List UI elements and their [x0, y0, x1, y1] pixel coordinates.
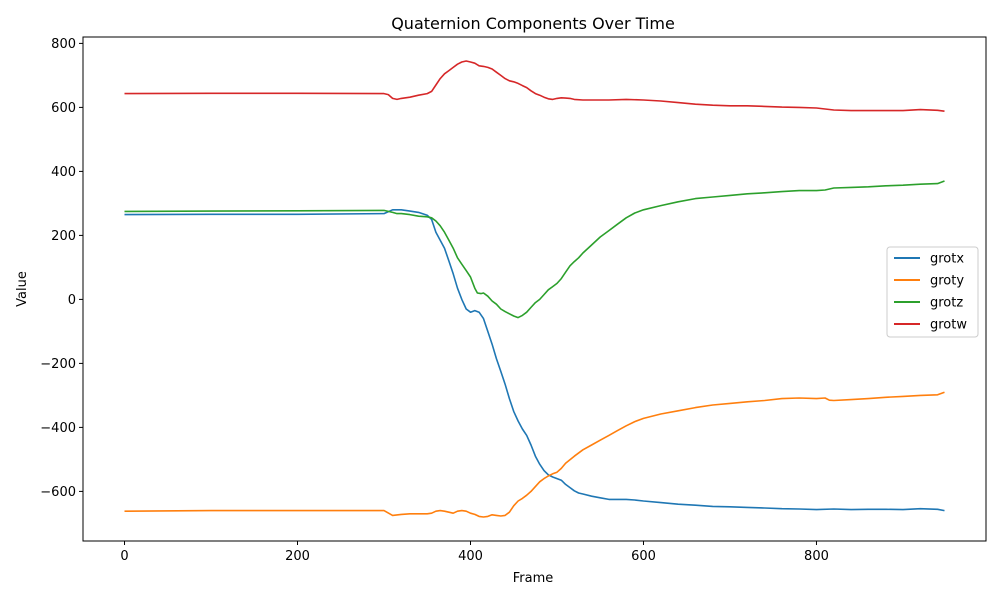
x-tick-label: 600: [631, 549, 656, 564]
legend-label-groty: groty: [930, 274, 964, 289]
y-tick-label: 400: [51, 165, 76, 180]
x-tick-label: 800: [804, 549, 829, 564]
x-tick-label: 200: [285, 549, 310, 564]
series-line-grotw: [124, 60, 945, 112]
x-axis-label: Frame: [513, 571, 554, 586]
plot-frame: [82, 36, 987, 542]
series-line-grotz: [124, 180, 945, 319]
plot-area: [124, 60, 945, 518]
y-tick-label: 600: [51, 101, 76, 116]
legend-label-grotx: grotx: [930, 252, 964, 267]
legend-label-grotw: grotw: [930, 318, 967, 333]
y-tick-label: −600: [40, 485, 76, 500]
y-axis-label: Value: [15, 271, 30, 307]
x-axis: 0 200 400 600 800: [120, 541, 829, 564]
legend-label-grotz: grotz: [930, 296, 963, 311]
y-tick-label: 200: [51, 229, 76, 244]
y-tick-label: −400: [40, 421, 76, 436]
series-line-groty: [124, 391, 945, 518]
x-tick-label: 0: [120, 549, 128, 564]
legend-box: [886, 246, 979, 338]
chart-title: Quaternion Components Over Time: [391, 14, 675, 33]
y-axis: −600 −400 −200 0 200 400 600 800: [40, 37, 83, 500]
legend: grotx groty grotz grotw: [886, 246, 979, 338]
y-tick-label: 800: [51, 37, 76, 52]
x-tick-label: 400: [458, 549, 483, 564]
series-line-grotx: [124, 209, 945, 512]
y-tick-label: 0: [68, 293, 76, 308]
y-tick-label: −200: [40, 357, 76, 372]
